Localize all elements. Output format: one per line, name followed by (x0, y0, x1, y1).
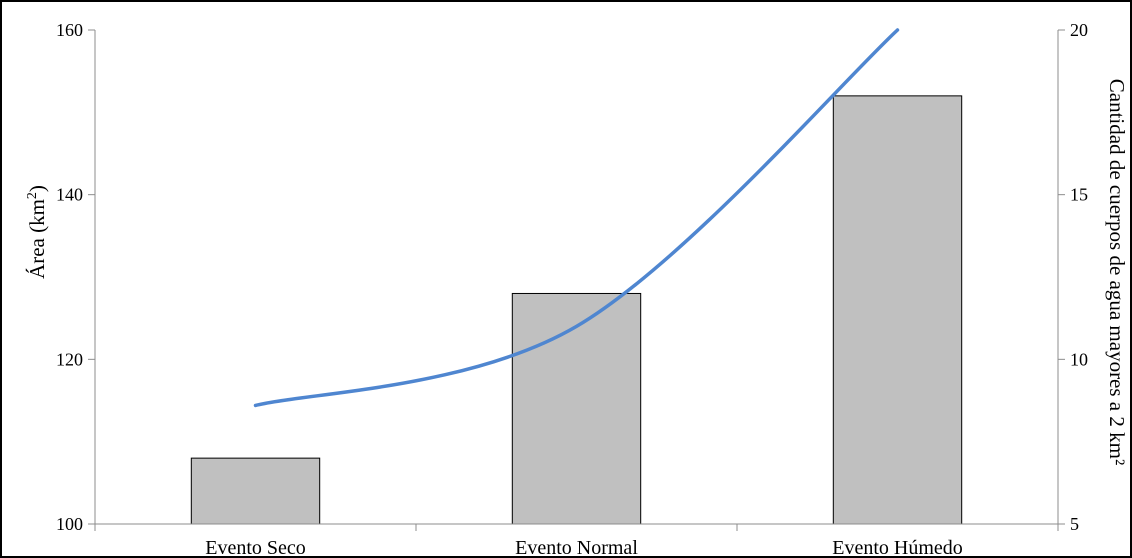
y-left-tick-label-3: 160 (56, 20, 83, 40)
line-layer (253, 28, 900, 408)
y-right-tick-label-3: 20 (1070, 20, 1088, 40)
y-right-tick-label-0: 5 (1070, 514, 1079, 534)
y-right-tick-label-2: 15 (1070, 185, 1088, 205)
y-right-tick-label-1: 10 (1070, 349, 1088, 369)
bars-layer (190, 95, 963, 525)
bar-1 (511, 292, 642, 525)
y-left-tick-label-0: 100 (56, 514, 83, 534)
bar-2 (832, 95, 963, 525)
y-left-title-suffix: ) (25, 185, 49, 192)
bar-0 (190, 457, 321, 525)
x-tick-label-1: Evento Normal (515, 537, 638, 558)
y-left-tick-label-2: 140 (56, 185, 83, 205)
x-tick-label-2: Evento Húmedo (832, 537, 963, 558)
y-axis-left-title: Área (km2) (25, 185, 49, 279)
y-axis-right-title: Cantidad de cuerpos de agua mayores a 2 … (1105, 79, 1129, 466)
x-tick-label-0: Evento Seco (205, 537, 306, 558)
y-left-tick-label-1: 120 (56, 349, 83, 369)
labels-layer: 100 120 140 160 5 10 15 20 Evento Seco Evento Nor… (56, 20, 1088, 558)
line-series (253, 28, 900, 408)
y-left-title-main: Área (km (25, 199, 49, 279)
axes-layer (88, 29, 1065, 531)
y-left-title-sup: 2 (25, 192, 40, 199)
